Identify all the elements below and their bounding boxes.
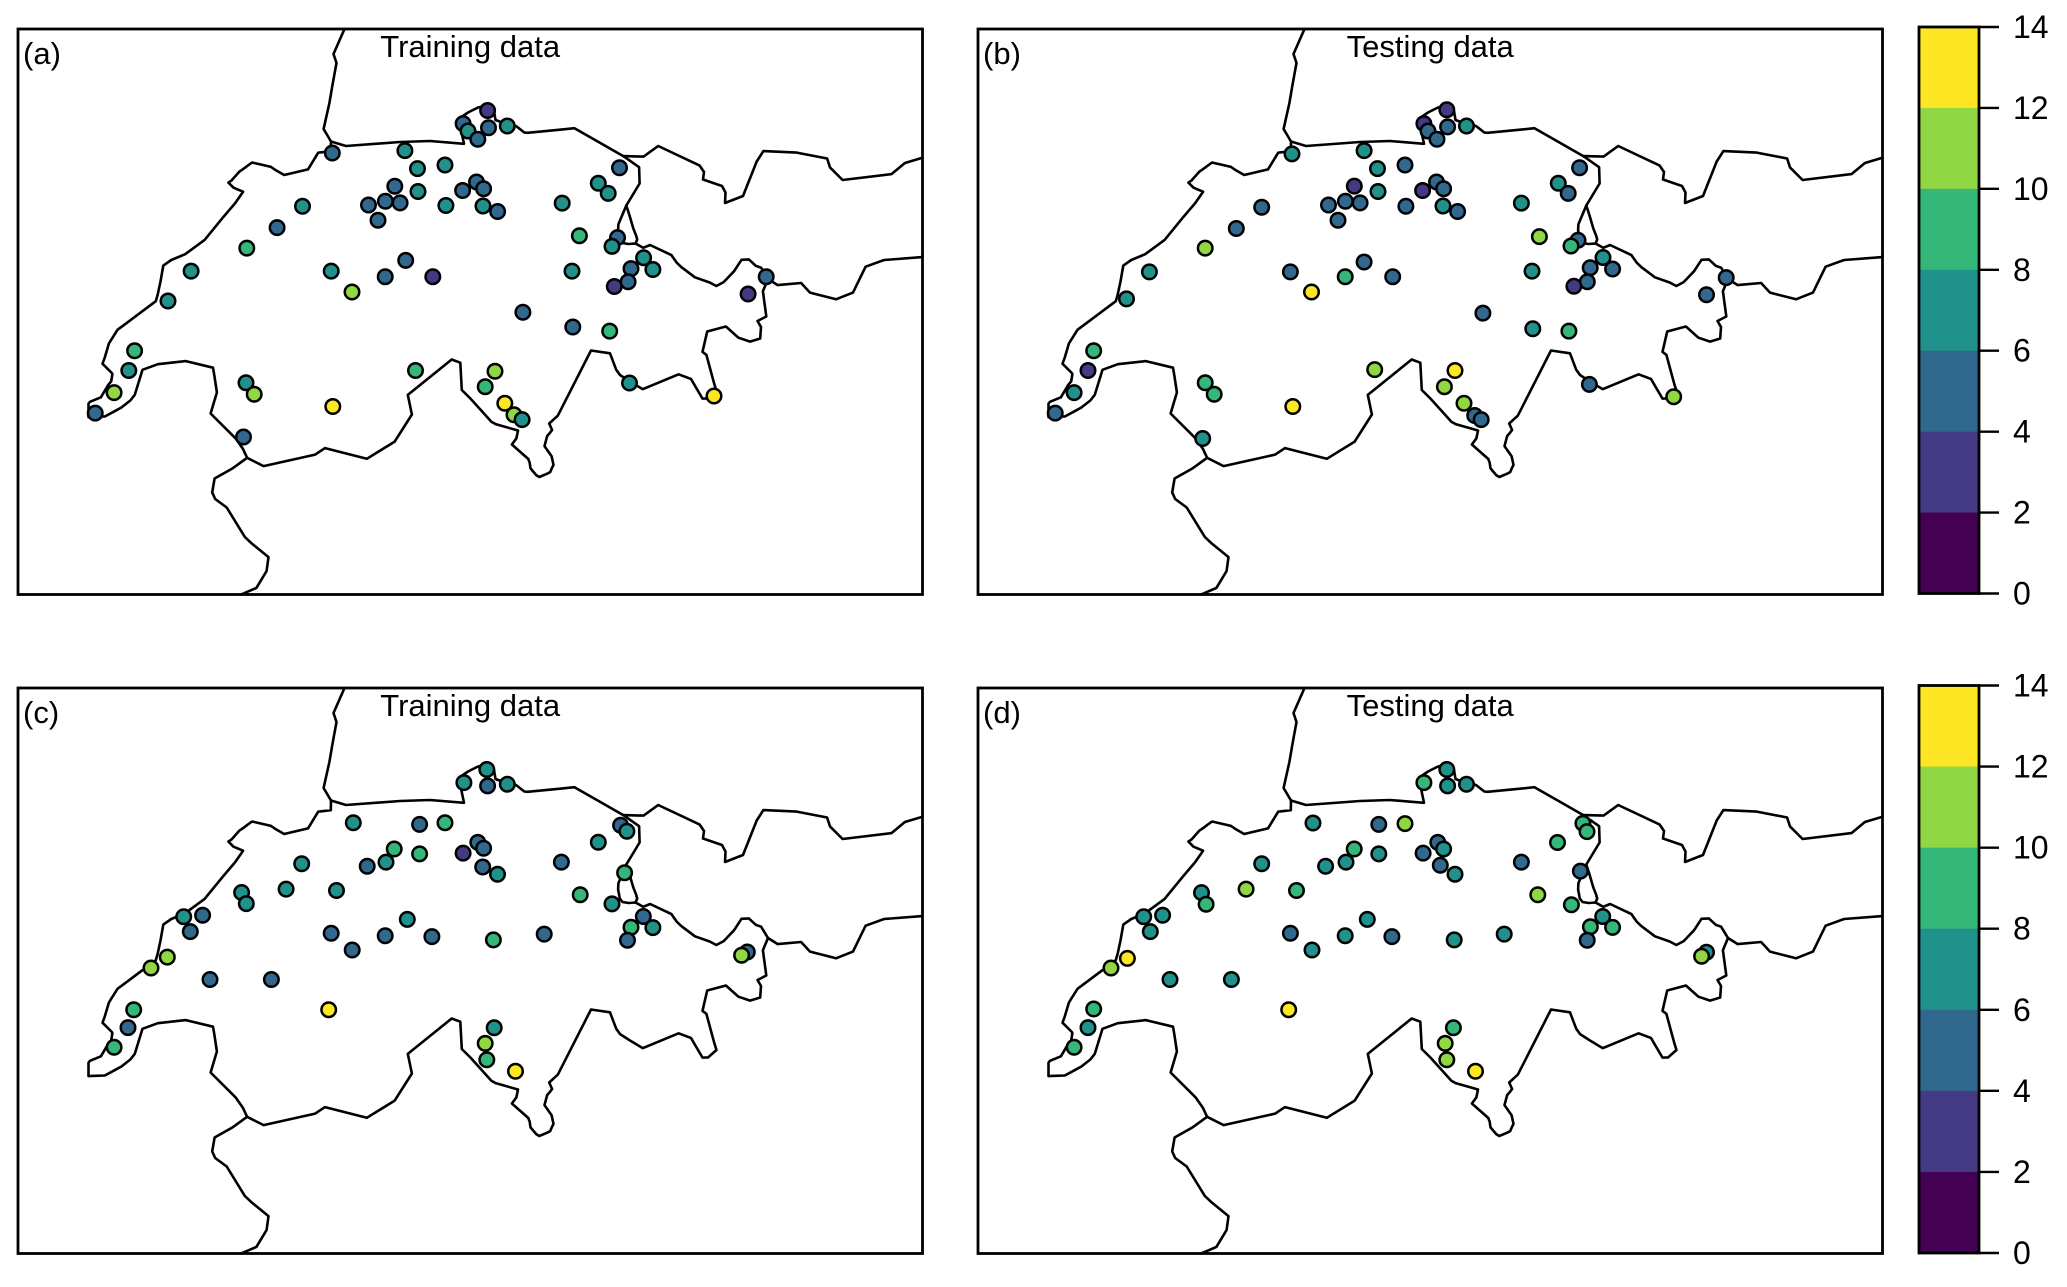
svg-text:2: 2: [2013, 1154, 2031, 1190]
svg-text:(b): (b): [983, 36, 1021, 71]
svg-text:Testing data: Testing data: [1347, 688, 1515, 723]
svg-text:(a): (a): [23, 36, 61, 71]
svg-text:(d): (d): [983, 695, 1021, 730]
svg-text:4: 4: [2013, 414, 2031, 450]
svg-text:8: 8: [2013, 252, 2031, 288]
svg-text:10: 10: [2013, 171, 2049, 207]
svg-text:10: 10: [2013, 830, 2049, 866]
svg-text:14: 14: [2013, 9, 2049, 45]
svg-text:Training data: Training data: [380, 688, 561, 723]
svg-text:0: 0: [2013, 1235, 2031, 1271]
svg-text:0: 0: [2013, 576, 2031, 612]
svg-text:4: 4: [2013, 1073, 2031, 1109]
svg-text:14: 14: [2013, 668, 2049, 704]
svg-text:6: 6: [2013, 333, 2031, 369]
svg-text:8: 8: [2013, 911, 2031, 947]
svg-text:12: 12: [2013, 90, 2049, 126]
svg-text:Training data: Training data: [380, 29, 561, 64]
svg-text:2: 2: [2013, 495, 2031, 531]
svg-text:12: 12: [2013, 749, 2049, 785]
svg-text:(c): (c): [23, 695, 59, 730]
svg-text:6: 6: [2013, 992, 2031, 1028]
svg-text:Testing data: Testing data: [1347, 29, 1515, 64]
